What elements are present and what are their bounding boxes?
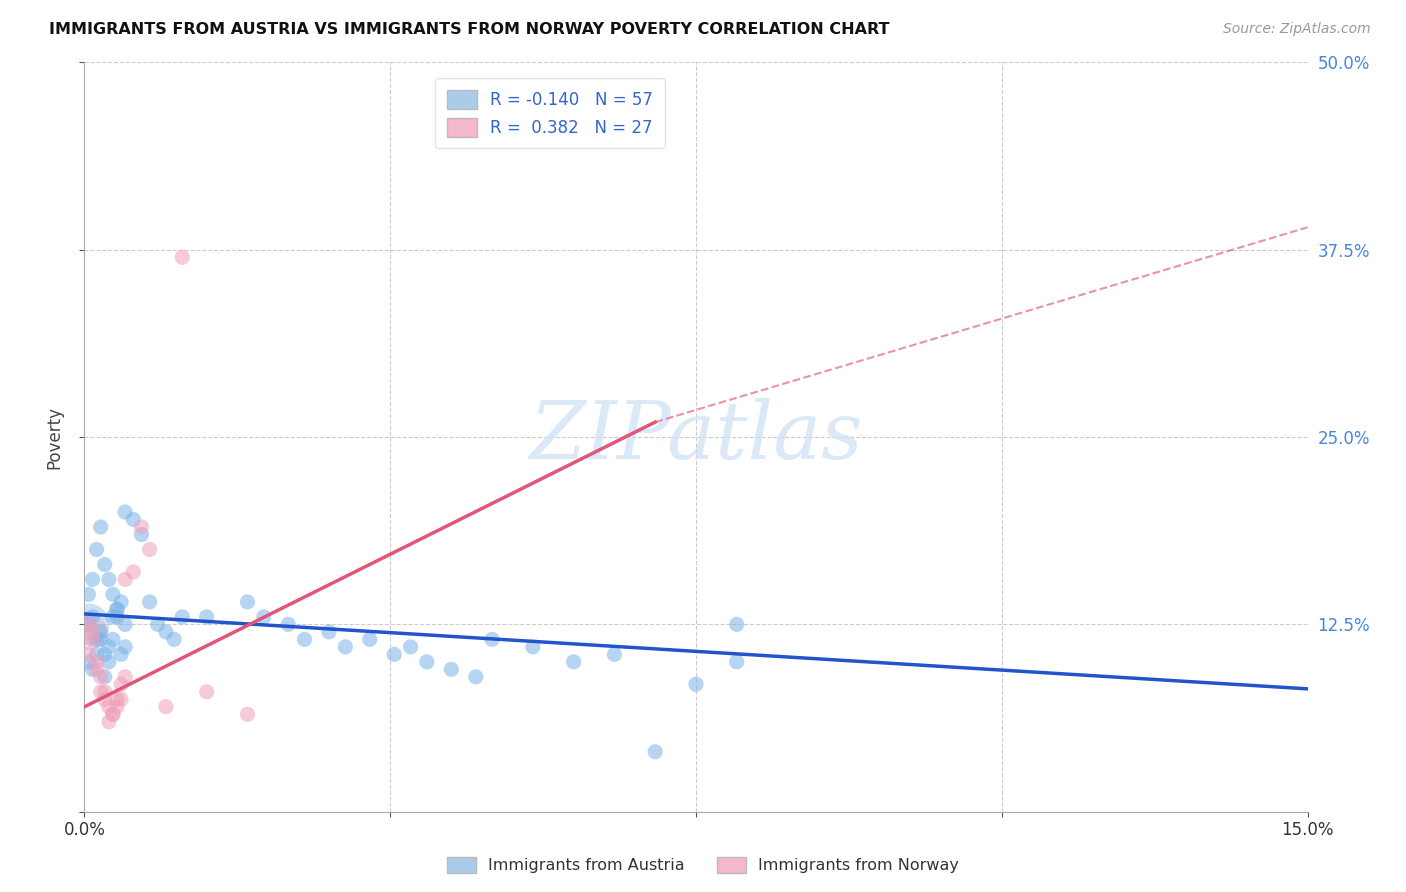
- Point: [86, 632, 108, 647]
- Point: [90, 685, 112, 699]
- Point: [93, 670, 115, 684]
- Point: [359, 632, 381, 647]
- Point: [101, 707, 124, 722]
- Point: [644, 745, 666, 759]
- Point: [481, 632, 503, 647]
- Point: [114, 670, 136, 684]
- Point: [93, 685, 115, 699]
- Y-axis label: Poverty: Poverty: [45, 406, 63, 468]
- Legend: R = -0.140   N = 57, R =  0.382   N = 27: R = -0.140 N = 57, R = 0.382 N = 27: [436, 78, 665, 148]
- Point: [77, 648, 100, 662]
- Point: [105, 602, 128, 616]
- Point: [440, 662, 463, 676]
- Point: [90, 632, 112, 647]
- Point: [131, 520, 153, 534]
- Text: Source: ZipAtlas.com: Source: ZipAtlas.com: [1223, 22, 1371, 37]
- Point: [101, 587, 124, 601]
- Point: [155, 699, 177, 714]
- Point: [97, 699, 120, 714]
- Point: [172, 610, 194, 624]
- Point: [93, 648, 115, 662]
- Point: [110, 595, 132, 609]
- Point: [172, 250, 194, 264]
- Point: [416, 655, 439, 669]
- Point: [90, 520, 112, 534]
- Legend: Immigrants from Austria, Immigrants from Norway: Immigrants from Austria, Immigrants from…: [440, 850, 966, 880]
- Text: IMMIGRANTS FROM AUSTRIA VS IMMIGRANTS FROM NORWAY POVERTY CORRELATION CHART: IMMIGRANTS FROM AUSTRIA VS IMMIGRANTS FR…: [49, 22, 890, 37]
- Point: [105, 699, 128, 714]
- Point: [110, 648, 132, 662]
- Point: [105, 602, 128, 616]
- Point: [77, 587, 100, 601]
- Point: [522, 640, 544, 654]
- Point: [163, 632, 186, 647]
- Point: [93, 692, 115, 706]
- Point: [114, 573, 136, 587]
- Point: [101, 632, 124, 647]
- Point: [101, 707, 124, 722]
- Point: [86, 662, 108, 676]
- Point: [93, 558, 115, 572]
- Point: [114, 505, 136, 519]
- Point: [101, 610, 124, 624]
- Point: [82, 662, 104, 676]
- Point: [105, 692, 128, 706]
- Point: [464, 670, 486, 684]
- Point: [685, 677, 707, 691]
- Point: [725, 617, 748, 632]
- Point: [97, 573, 120, 587]
- Point: [131, 527, 153, 541]
- Point: [195, 685, 218, 699]
- Point: [105, 610, 128, 624]
- Point: [77, 655, 100, 669]
- Point: [114, 640, 136, 654]
- Point: [236, 595, 259, 609]
- Point: [114, 617, 136, 632]
- Point: [77, 617, 100, 632]
- Point: [82, 610, 104, 624]
- Point: [90, 624, 112, 639]
- Point: [97, 714, 120, 729]
- Text: ZIPatlas: ZIPatlas: [529, 399, 863, 475]
- Point: [253, 610, 276, 624]
- Point: [86, 542, 108, 557]
- Point: [277, 617, 299, 632]
- Point: [122, 512, 145, 526]
- Point: [318, 624, 340, 639]
- Point: [77, 617, 100, 632]
- Point: [562, 655, 585, 669]
- Point: [90, 670, 112, 684]
- Point: [603, 648, 626, 662]
- Point: [155, 624, 177, 639]
- Point: [97, 640, 120, 654]
- Point: [195, 610, 218, 624]
- Point: [138, 542, 160, 557]
- Point: [110, 677, 132, 691]
- Point: [382, 648, 405, 662]
- Point: [77, 617, 100, 632]
- Point: [399, 640, 422, 654]
- Point: [86, 655, 108, 669]
- Point: [110, 692, 132, 706]
- Point: [138, 595, 160, 609]
- Point: [82, 573, 104, 587]
- Point: [335, 640, 357, 654]
- Point: [77, 624, 100, 639]
- Point: [97, 655, 120, 669]
- Point: [82, 632, 104, 647]
- Point: [146, 617, 169, 632]
- Point: [294, 632, 316, 647]
- Point: [236, 707, 259, 722]
- Point: [725, 655, 748, 669]
- Point: [122, 565, 145, 579]
- Point: [86, 648, 108, 662]
- Point: [82, 624, 104, 639]
